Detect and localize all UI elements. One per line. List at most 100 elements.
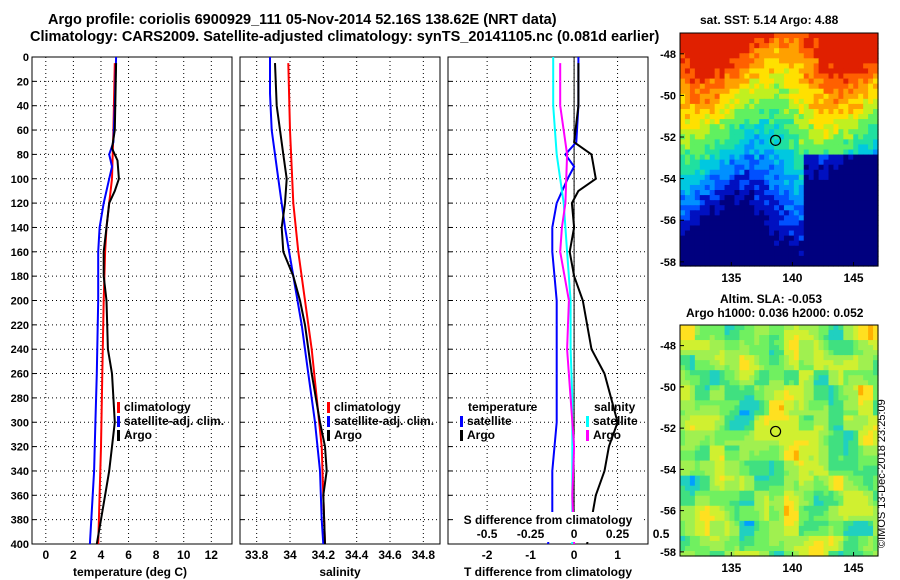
map-cell (783, 400, 790, 406)
map-cell (689, 245, 696, 252)
map-cell (759, 370, 765, 376)
map-cell (739, 545, 745, 552)
map-cell (848, 335, 854, 341)
argo-location-marker (769, 425, 782, 438)
map-cell (724, 215, 731, 222)
map-cell (704, 450, 711, 457)
map-cell (853, 225, 859, 232)
map-cell (719, 154, 726, 161)
map-cell (788, 78, 795, 85)
map-cell (793, 245, 800, 252)
map-cell (843, 380, 849, 386)
map-cell (793, 144, 800, 151)
map-cell (729, 465, 736, 472)
map-cell (803, 83, 810, 90)
map-cell (680, 48, 686, 54)
map-cell (873, 210, 879, 216)
map-cell (798, 445, 805, 452)
map-cell (709, 144, 716, 151)
s-xtick-label: -0.5 (477, 527, 498, 541)
map-cell (793, 435, 800, 442)
map-cell (764, 430, 770, 437)
map-cell (680, 355, 686, 361)
map-cell (694, 88, 701, 95)
map-cell (749, 149, 755, 156)
map-cell (709, 335, 716, 341)
map-cell (848, 530, 854, 537)
map-cell (823, 88, 830, 95)
map-cell (843, 195, 849, 201)
map-cell (764, 230, 770, 237)
map-cell (838, 505, 844, 512)
map-cell (774, 93, 780, 100)
map-cell (813, 425, 820, 432)
map-cell (793, 129, 800, 135)
map-cell (694, 195, 701, 201)
map-cell (863, 395, 869, 401)
map-cell (764, 225, 770, 232)
map-cell (709, 114, 716, 120)
map-cell (764, 390, 770, 396)
map-cell (769, 420, 775, 427)
map-cell (744, 98, 750, 105)
map-cell (729, 43, 736, 49)
map-cell (818, 139, 825, 146)
map-cell (813, 108, 820, 115)
map-cell (858, 545, 864, 552)
map-cell (774, 63, 780, 70)
map-cell (714, 215, 721, 222)
map-cell (853, 430, 859, 437)
map-cell (694, 460, 701, 467)
map-cell (863, 225, 869, 232)
map-cell (863, 490, 869, 497)
map-cell (873, 490, 879, 497)
map-cell (843, 340, 849, 346)
map-cell (774, 430, 780, 437)
map-cell (759, 525, 765, 532)
map-cell (808, 350, 815, 356)
map-cell (783, 395, 790, 401)
map-cell (853, 78, 859, 85)
map-cell (719, 134, 726, 140)
map-cell (798, 235, 805, 242)
map-cell (843, 465, 849, 472)
map-cell (734, 440, 740, 447)
map-cell (848, 510, 854, 517)
map-cell (793, 215, 800, 222)
map-cell (744, 545, 750, 552)
map-cell (788, 455, 795, 462)
map-cell (734, 139, 740, 146)
map-cell (783, 455, 790, 462)
map-cell (823, 470, 830, 477)
map-cell (694, 164, 701, 171)
map-cell (729, 450, 736, 457)
map-cell (788, 63, 795, 70)
map-cell (798, 335, 805, 341)
map-cell (680, 530, 686, 537)
map-cell (724, 103, 731, 110)
map-cell (724, 340, 731, 346)
map-cell (694, 370, 701, 376)
map-cell (749, 184, 755, 191)
map-cell (788, 515, 795, 522)
map-cell (719, 420, 726, 427)
map-cell (808, 245, 815, 252)
map-cell (788, 380, 795, 386)
map-cell (808, 425, 815, 432)
map-cell (774, 545, 780, 552)
map-cell (724, 530, 731, 537)
map-cell (808, 460, 815, 467)
map-cell (724, 475, 731, 482)
map-cell (833, 465, 839, 472)
map-cell (803, 240, 810, 247)
map-cell (818, 68, 825, 75)
map-cell (828, 88, 835, 95)
map-cell (823, 144, 830, 151)
map-cell (769, 480, 775, 487)
map-cell (724, 154, 731, 161)
map-cell (803, 159, 810, 166)
map-cell (858, 485, 864, 492)
map-cell (863, 385, 869, 391)
map-cell (754, 184, 760, 191)
xtick-label: 34.4 (345, 548, 369, 562)
